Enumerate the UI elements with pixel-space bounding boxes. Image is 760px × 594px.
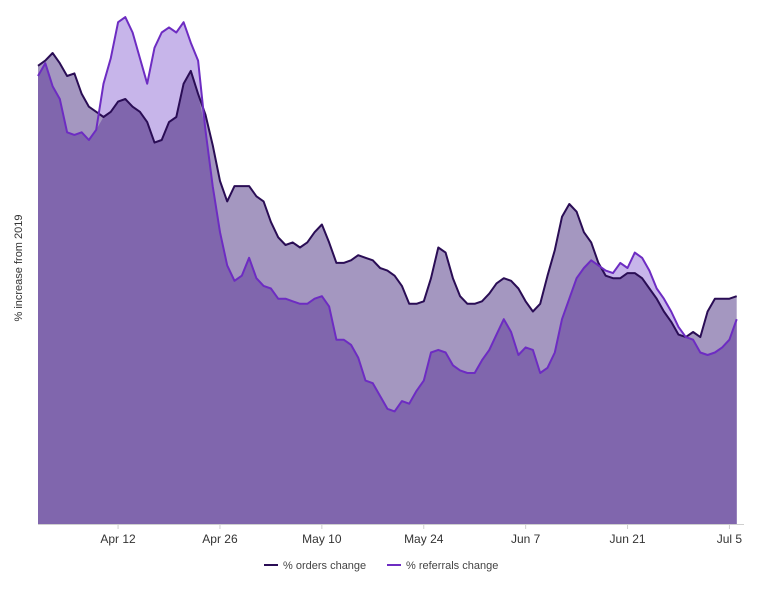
x-axis-ticks: Apr 12 Apr 26 May 10 May 24 Jun 7 Jun 21 Jul 5: [100, 524, 742, 546]
x-tick-label: Apr 26: [202, 532, 238, 546]
series-areas: [38, 17, 737, 524]
series-lines: [37, 16, 738, 413]
line-series-referrals: [37, 16, 738, 413]
legend: % orders change % referrals change: [264, 560, 498, 572]
y-axis-label: % increase from 2019: [13, 215, 25, 322]
x-tick-label: Apr 12: [100, 532, 136, 546]
x-tick-label: Jun 7: [511, 532, 541, 546]
area-overlap: [38, 63, 737, 524]
x-tick-label: Jul 5: [717, 532, 743, 546]
x-tick-label: May 24: [404, 532, 444, 546]
x-tick-label: Jun 21: [610, 532, 646, 546]
line-series-orders: [37, 52, 738, 339]
x-tick-label: May 10: [302, 532, 342, 546]
legend-label-referrals: % referrals change: [406, 560, 498, 572]
legend-label-orders: % orders change: [283, 560, 366, 572]
